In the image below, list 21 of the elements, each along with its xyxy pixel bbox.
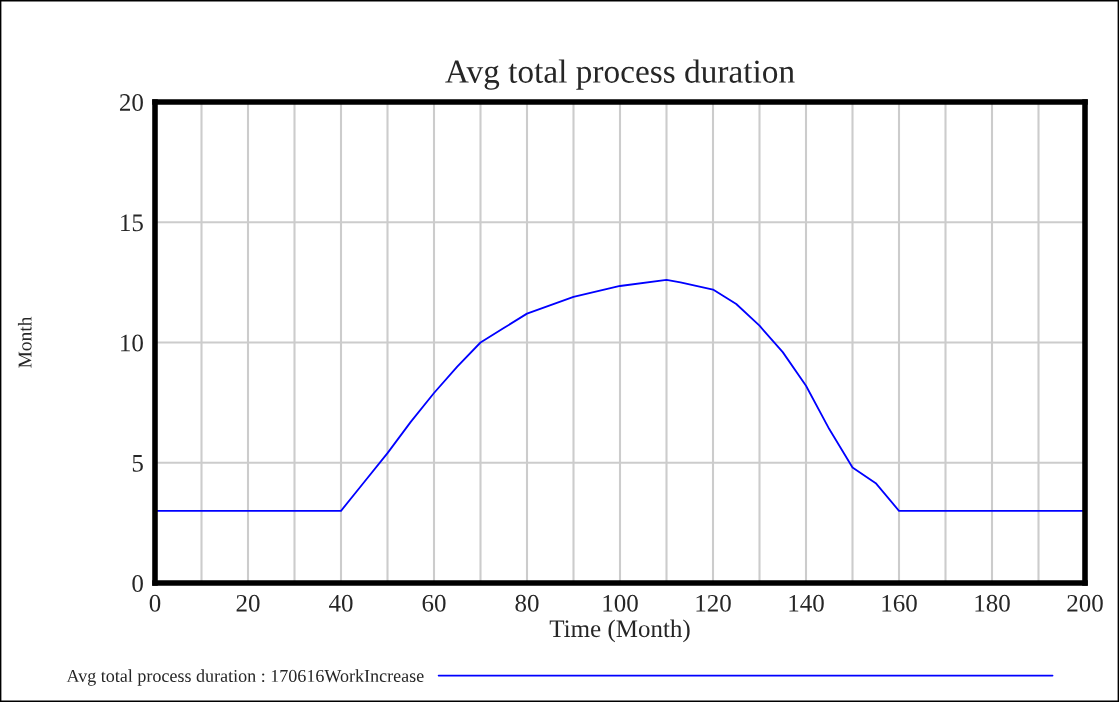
x-tick-label: 20 [236, 594, 260, 612]
x-tick-label: 100 [603, 594, 638, 612]
x-tick-label: 80 [515, 594, 539, 612]
x-tick-label: 40 [328, 594, 353, 612]
y-tick-label: 0 [132, 575, 143, 592]
y-tick-label: 10 [121, 334, 143, 352]
line-series [155, 279, 1085, 512]
text: Avg total process duration : 170616WorkIncrease [66, 669, 424, 686]
y-tick-label: 5 [132, 455, 143, 472]
x-tick-label: 160 [882, 594, 917, 612]
x-tick-label: 120 [696, 594, 731, 612]
x-tick-label: 180 [975, 594, 1010, 612]
y-tick-label: 15 [121, 214, 143, 232]
x-axis-title: Time (Month) [549, 619, 690, 643]
y-axis-title: Month [17, 316, 32, 368]
x-tick-label: 140 [789, 594, 824, 612]
chart-title: Avg total process duration [445, 59, 795, 90]
x-tick-label: 0 [149, 594, 161, 612]
x-tick-label: 200 [1067, 594, 1103, 612]
x-tick-label: 60 [422, 594, 446, 612]
y-tick-label: 20 [119, 94, 143, 111]
